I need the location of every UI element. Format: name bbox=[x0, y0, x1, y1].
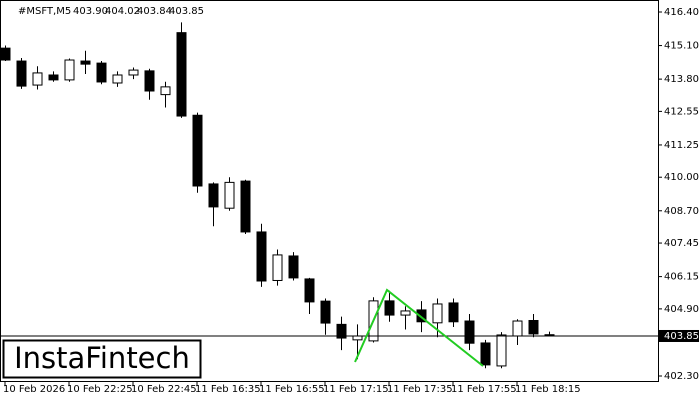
candle-body bbox=[208, 183, 219, 208]
y-tick-label: 412.55 bbox=[664, 106, 699, 117]
x-tick-label: 11 Feb 17:35 bbox=[387, 384, 453, 395]
candle-body bbox=[112, 74, 123, 84]
candle-body bbox=[16, 60, 27, 87]
logo-box bbox=[2, 339, 202, 379]
candle-body bbox=[464, 320, 475, 344]
y-tick-label: 406.15 bbox=[664, 272, 699, 283]
candle-body bbox=[336, 323, 347, 339]
y-tick-label: 410.00 bbox=[664, 172, 699, 183]
candle-body bbox=[480, 342, 491, 366]
candle-body bbox=[240, 180, 251, 233]
candle-body bbox=[0, 47, 11, 61]
y-tick-label: 415.10 bbox=[664, 41, 699, 52]
y-tick-label: 411.25 bbox=[664, 140, 699, 151]
candle-body bbox=[288, 255, 299, 279]
candle-body bbox=[32, 72, 43, 86]
candle-body bbox=[256, 231, 267, 282]
y-tick-label: 402.30 bbox=[664, 371, 699, 382]
candle-body bbox=[320, 300, 331, 324]
plot-frame bbox=[0, 0, 659, 382]
x-tick-label: 11 Feb 18:15 bbox=[515, 384, 581, 395]
y-tick-label: 413.80 bbox=[664, 74, 699, 85]
y-tick-label: 407.45 bbox=[664, 238, 699, 249]
candle-body bbox=[128, 69, 139, 76]
y-tick-label: 408.70 bbox=[664, 206, 699, 217]
candle-body bbox=[352, 335, 363, 341]
symbol: #MSFT,M5 bbox=[18, 6, 71, 17]
x-tick-label: 10 Feb 22:45 bbox=[131, 384, 197, 395]
candle-body bbox=[304, 278, 315, 303]
candle-body bbox=[400, 310, 411, 316]
candle-body bbox=[384, 300, 395, 316]
candle-body bbox=[48, 74, 59, 81]
candle-body bbox=[176, 32, 187, 117]
ohlc-close: 403.85 bbox=[169, 6, 204, 17]
x-tick-label: 11 Feb 16:35 bbox=[195, 384, 261, 395]
candle-body bbox=[496, 334, 507, 367]
candle-body bbox=[144, 70, 155, 92]
candle-body bbox=[448, 302, 459, 323]
x-tick-label: 10 Feb 22:25 bbox=[67, 384, 133, 395]
x-tick-label: 11 Feb 17:15 bbox=[323, 384, 389, 395]
x-tick-label: 11 Feb 17:55 bbox=[451, 384, 517, 395]
last-price-box bbox=[659, 329, 699, 342]
candle-body bbox=[528, 319, 539, 335]
x-tick-label: 10 Feb 2026 bbox=[3, 384, 65, 395]
ohlc-open: 403.90 bbox=[73, 6, 108, 17]
candle-body bbox=[96, 62, 107, 83]
candle-body bbox=[512, 320, 523, 337]
ohlc-low: 403.84 bbox=[137, 6, 172, 17]
candle-body bbox=[272, 254, 283, 281]
candle-body bbox=[192, 114, 203, 187]
candle-body bbox=[432, 303, 443, 324]
candle-body bbox=[416, 309, 427, 323]
ohlc-high: 404.02 bbox=[105, 6, 140, 17]
last-price-label: 403.85 bbox=[664, 331, 699, 342]
y-tick-label: 416.40 bbox=[664, 7, 699, 18]
candle-body bbox=[80, 60, 91, 65]
candle-body bbox=[160, 86, 171, 96]
logo: InstaFintech bbox=[14, 341, 190, 375]
pattern-line bbox=[354, 288, 484, 367]
y-tick-label: 404.90 bbox=[664, 304, 699, 315]
x-tick-label: 11 Feb 16:55 bbox=[259, 384, 325, 395]
candle-body bbox=[224, 181, 235, 209]
candle-body bbox=[64, 59, 75, 81]
